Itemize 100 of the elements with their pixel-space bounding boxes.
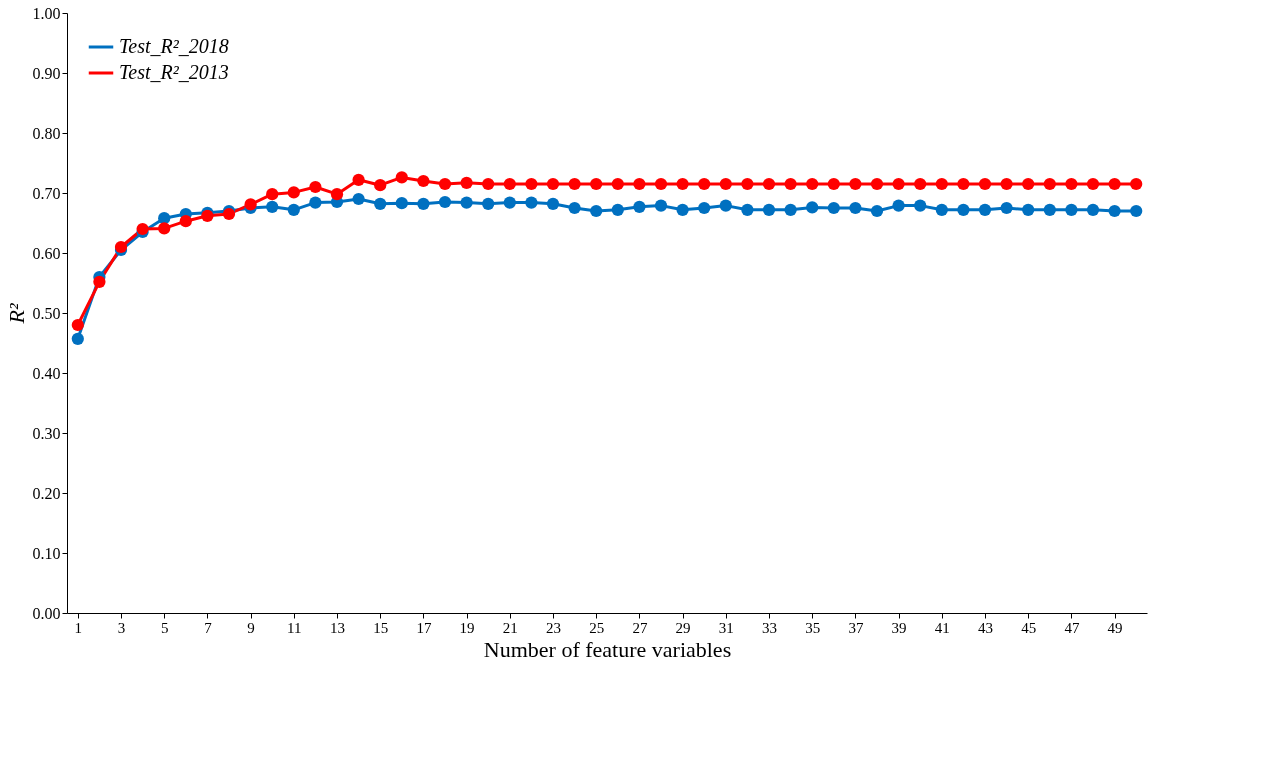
point — [568, 201, 581, 215]
point — [1086, 177, 1100, 191]
point — [1130, 177, 1143, 191]
point — [1000, 177, 1013, 191]
point — [978, 177, 992, 191]
point — [503, 196, 516, 209]
point — [546, 197, 560, 210]
point — [957, 203, 970, 216]
point — [1108, 177, 1121, 191]
y-tick-label: 0.00 — [32, 604, 61, 622]
point — [654, 177, 668, 191]
point — [266, 200, 279, 213]
point — [870, 204, 884, 218]
point — [784, 203, 797, 216]
x-tick-label: 33 — [762, 619, 777, 636]
x-tick-label: 35 — [805, 619, 821, 636]
point — [762, 177, 776, 191]
y-tick-label: 1.00 — [32, 4, 61, 22]
x-tick-label: 3 — [117, 619, 126, 636]
legend-label: Test_R²_2018 — [119, 35, 229, 57]
y-tick-label: 0.40 — [32, 364, 61, 382]
point — [849, 201, 862, 215]
y-axis-title: R² — [3, 303, 29, 325]
x-tick-label: 17 — [416, 619, 432, 636]
point — [633, 200, 646, 213]
point — [546, 177, 560, 191]
x-tick-label: 27 — [632, 619, 648, 636]
point — [1022, 177, 1035, 191]
point — [525, 177, 538, 191]
x-tick-label: 15 — [373, 619, 389, 636]
point — [590, 204, 603, 218]
point — [352, 173, 365, 186]
x-tick-label: 31 — [718, 619, 734, 636]
point — [460, 176, 473, 189]
point — [633, 177, 646, 191]
point — [676, 203, 689, 216]
point — [482, 177, 495, 191]
x-tick-label: 29 — [675, 619, 691, 636]
x-tick-label: 47 — [1064, 619, 1080, 636]
point — [374, 197, 387, 210]
point — [179, 215, 192, 228]
point — [287, 203, 300, 216]
point — [1130, 204, 1143, 218]
point — [806, 201, 819, 214]
point — [762, 203, 776, 216]
x-tick-label: 23 — [546, 619, 561, 636]
x-tick-label: 13 — [330, 619, 345, 636]
x-tick-label: 43 — [978, 619, 993, 636]
point — [935, 203, 948, 216]
point — [978, 203, 992, 216]
point — [698, 201, 711, 215]
point — [676, 177, 689, 191]
point — [741, 177, 754, 191]
point — [158, 212, 171, 225]
y-tick-label: 0.50 — [32, 304, 61, 322]
y-tick-label: 0.20 — [32, 484, 61, 502]
point — [611, 203, 624, 216]
point — [352, 192, 365, 206]
x-tick-label: 45 — [1021, 619, 1037, 636]
y-tick-label: 0.30 — [32, 424, 61, 442]
point — [1043, 177, 1056, 191]
point — [1065, 177, 1078, 191]
point — [914, 199, 927, 212]
point — [71, 318, 84, 332]
point — [93, 275, 106, 288]
x-tick-label: 9 — [247, 619, 255, 636]
point — [417, 197, 430, 210]
x-tick-label: 39 — [891, 619, 907, 636]
point — [158, 222, 171, 235]
point — [914, 177, 927, 191]
x-tick-label: 7 — [204, 619, 213, 636]
point — [784, 177, 797, 191]
point — [330, 188, 344, 201]
x-tick-label: 49 — [1107, 619, 1123, 636]
point — [1108, 204, 1121, 218]
point — [741, 203, 754, 216]
x-axis-title: Number of feature variables — [483, 636, 732, 662]
point — [719, 199, 732, 212]
y-tick-label: 0.80 — [32, 124, 61, 142]
legend-label: Test_R²_2013 — [119, 61, 229, 83]
point — [395, 197, 408, 210]
point — [460, 196, 473, 209]
point — [395, 171, 408, 184]
point — [957, 177, 970, 191]
point — [309, 180, 322, 194]
x-tick-label: 5 — [160, 619, 169, 636]
point — [935, 177, 948, 191]
y-tick-label: 0.60 — [32, 244, 61, 262]
point — [1000, 201, 1013, 215]
point — [611, 177, 624, 191]
point — [892, 199, 905, 212]
x-tick-label: 19 — [459, 619, 475, 636]
point — [568, 177, 581, 191]
point — [309, 196, 322, 209]
point — [438, 177, 452, 191]
x-tick-label: 41 — [934, 619, 950, 636]
point — [1022, 203, 1035, 216]
y-tick-label: 0.70 — [32, 184, 61, 202]
x-tick-label: 11 — [287, 619, 302, 636]
point — [266, 188, 279, 201]
